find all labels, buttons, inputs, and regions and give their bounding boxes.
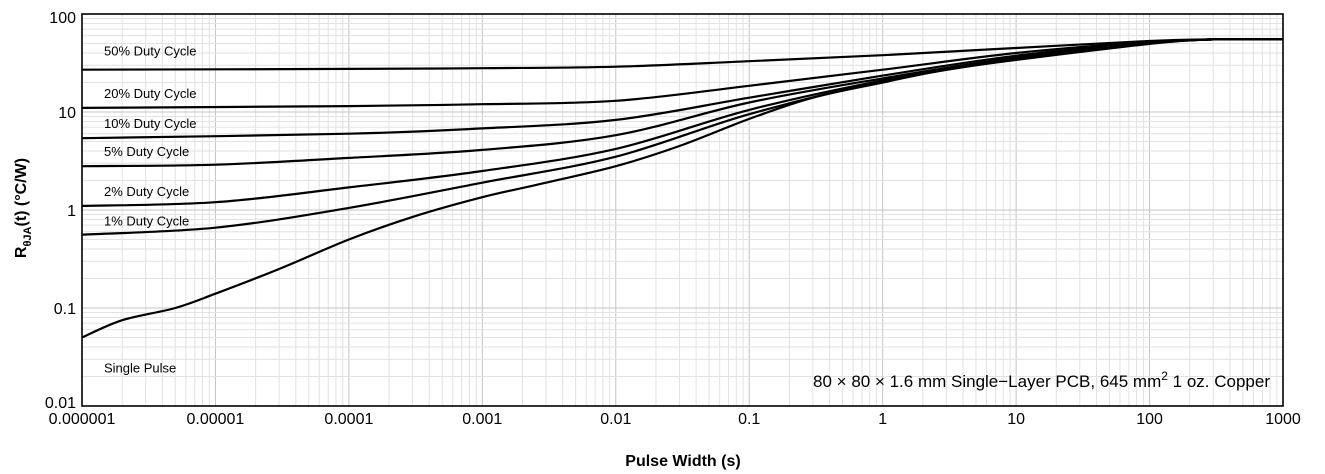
- x-tick-label-1: 0.00001: [186, 411, 244, 428]
- series-label-4: 2% Duty Cycle: [104, 184, 189, 199]
- y-tick-label-4: 100: [49, 10, 76, 27]
- x-tick-label-7: 10: [1007, 411, 1025, 428]
- x-tick-label-4: 0.01: [600, 411, 631, 428]
- y-tick-label-1: 0.1: [54, 301, 76, 318]
- x-tick-labels: 0.000001 0.00001 0.0001 0.001 0.01 0.1 1 10 100 1…: [49, 411, 1301, 428]
- x-tick-label-8: 100: [1136, 411, 1163, 428]
- series-line-3: [81, 38, 1284, 168]
- x-axis-title: Pulse Width (s): [625, 453, 740, 470]
- y-tick-label-2: 1: [67, 203, 76, 220]
- x-tick-label-6: 1: [878, 411, 887, 428]
- y-tick-label-3: 10: [58, 105, 76, 122]
- pcb-annotation-superscript: 2: [1161, 369, 1168, 383]
- series-label-1: 20% Duty Cycle: [104, 86, 196, 101]
- series-label-6: Single Pulse: [104, 361, 176, 376]
- x-tick-label-2: 0.0001: [324, 411, 373, 428]
- y-axis-title-suffix: (t) (°C/W): [13, 158, 30, 227]
- grid: [81, 14, 1283, 407]
- series-label-5: 1% Duty Cycle: [104, 214, 189, 229]
- x-tick-label-5: 0.1: [738, 411, 760, 428]
- pcb-annotation-suffix: 1 oz. Copper: [1168, 372, 1270, 391]
- y-tick-label-0: 0.01: [45, 395, 76, 412]
- y-tick-labels: 0.01 0.1 1 10 100: [45, 10, 76, 412]
- x-tick-label-3: 0.001: [462, 411, 502, 428]
- series-label-2: 10% Duty Cycle: [104, 116, 196, 131]
- series-line-2: [81, 38, 1284, 140]
- plot-frame: [81, 13, 1284, 407]
- series-label-0: 50% Duty Cycle: [104, 44, 196, 59]
- x-tick-label-9: 1000: [1265, 411, 1301, 428]
- pcb-annotation: 80 × 80 × 1.6 mm Single−Layer PCB, 645 m…: [813, 369, 1270, 391]
- curves: [81, 37, 1284, 339]
- series-label-3: 5% Duty Cycle: [104, 144, 189, 159]
- y-axis-title-main: R: [13, 246, 30, 258]
- y-axis-title-subscript: θJA: [22, 226, 34, 246]
- series-labels: 50% Duty Cycle 20% Duty Cycle 10% Duty Cyc…: [104, 44, 196, 376]
- pcb-annotation-prefix: 80 × 80 × 1.6 mm Single−Layer PCB, 645 m…: [813, 372, 1161, 391]
- series-line-6: [81, 37, 1284, 339]
- y-axis-title: RθJA(t) (°C/W): [13, 158, 34, 258]
- x-tick-label-0: 0.000001: [49, 411, 116, 428]
